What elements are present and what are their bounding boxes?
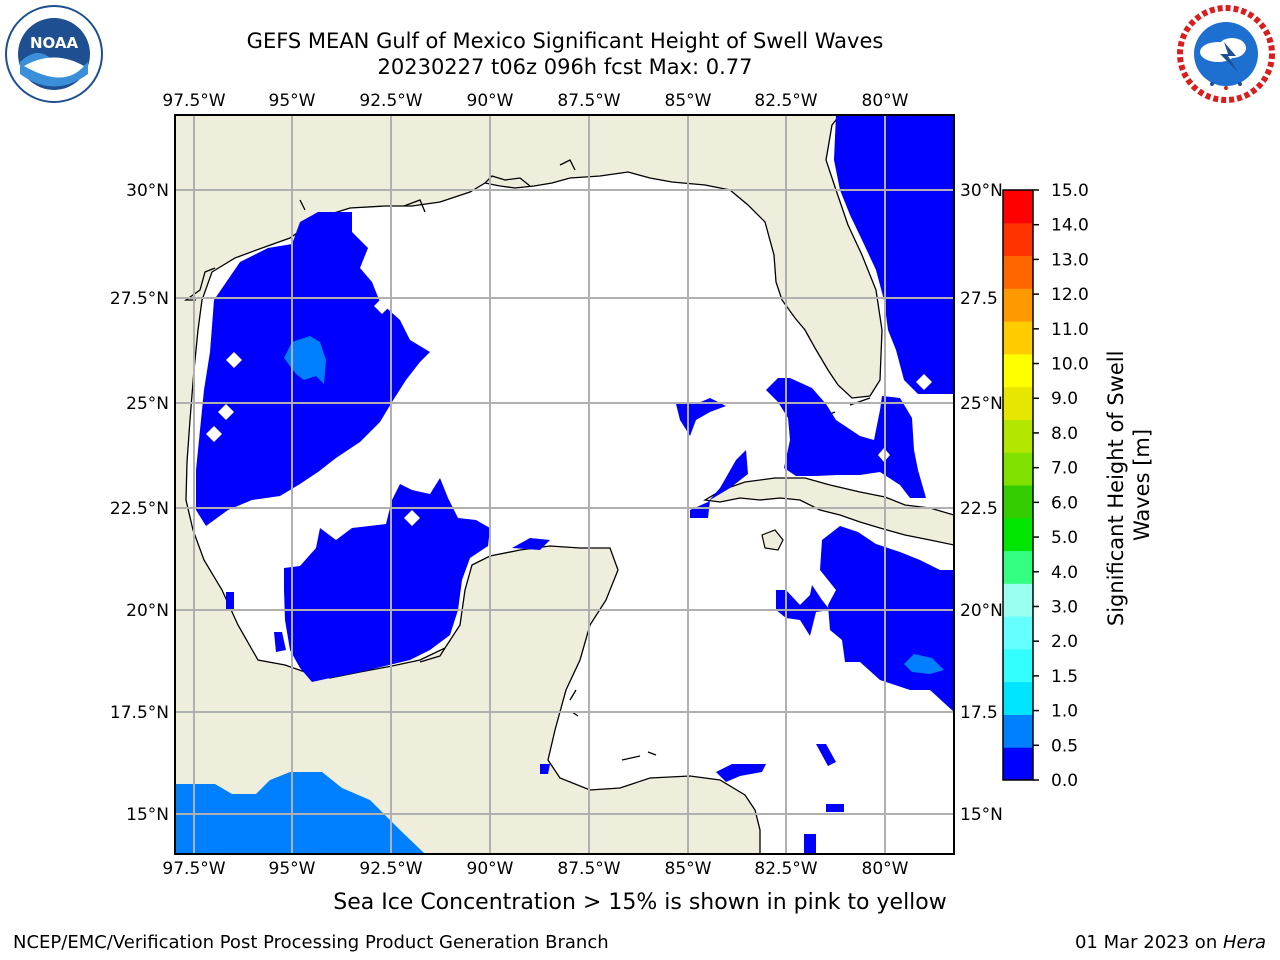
nws-logo: [1177, 5, 1275, 103]
lat-tick-left: 15°N: [126, 805, 169, 825]
colorbar-swatch: [1003, 681, 1033, 715]
lon-tick-top: 85°W: [665, 91, 712, 111]
lon-tick-bottom: 90°W: [467, 859, 514, 879]
colorbar-swatch: [1003, 517, 1033, 552]
colorbar-tick-label: 15.0: [1051, 181, 1089, 201]
footer-credit: NCEP/EMC/Verification Post Processing Pr…: [13, 932, 609, 953]
map-gridlines: [175, 115, 954, 854]
colorbar-swatch: [1003, 222, 1033, 257]
lat-tick-right: 20°N: [960, 601, 1003, 621]
lat-tick-right: 15°N: [960, 805, 1003, 825]
colorbar-tick-label: 7.0: [1051, 459, 1078, 479]
colorbar-swatch: [1003, 288, 1033, 322]
colorbar-swatch: [1003, 255, 1033, 289]
colorbar-tick-label: 2.0: [1051, 632, 1078, 652]
colorbar-swatch: [1003, 386, 1033, 420]
lat-tick-left: 27.5°N: [110, 289, 169, 309]
colorbar-swatch: [1003, 452, 1033, 486]
colorbar-tick-label: 0.0: [1051, 771, 1078, 791]
colorbar-swatch: [1003, 747, 1033, 781]
colorbar-swatch: [1003, 485, 1033, 519]
colorbar-swatch: [1003, 616, 1033, 650]
land-north-america: [175, 115, 883, 854]
lat-tick-left: 30°N: [126, 181, 169, 201]
colorbar-frame: [1002, 189, 1034, 781]
lon-tick-bottom: 92.5°W: [359, 859, 422, 879]
colorbar-tick-label: 12.0: [1051, 285, 1089, 305]
lon-tick-top: 95°W: [269, 91, 316, 111]
lat-tick-right: 25°N: [960, 394, 1003, 414]
lon-tick-top: 80°W: [862, 91, 909, 111]
lat-tick-left: 20°N: [126, 601, 169, 621]
lon-tick-bottom: 95°W: [269, 859, 316, 879]
swell-holes: [206, 252, 932, 526]
footer-host: Hera: [1222, 932, 1266, 953]
colorbar-tick-label: 14.0: [1051, 216, 1089, 236]
colorbar: 0.0 0.5 1.0 1.5 2.0 3.0 4.0 5.0 6.0 7.0 8.0 9.0 10.0…: [1002, 181, 1089, 791]
lon-tick-bottom: 85°W: [665, 859, 712, 879]
colorbar-tick-label: 13.0: [1051, 250, 1089, 270]
colorbar-tick-label: 1.0: [1051, 702, 1078, 722]
lat-tick-right: 22.5: [960, 499, 998, 519]
land-cuba: [703, 477, 954, 546]
map-title: GEFS MEAN Gulf of Mexico Significant Hei…: [246, 29, 884, 53]
colorbar-swatch: [1003, 321, 1033, 355]
lat-tick-right: 30°N: [960, 181, 1003, 201]
lon-tick-bottom: 97.5°W: [162, 859, 225, 879]
lon-tick-bottom: 87.5°W: [557, 859, 620, 879]
land-isla-juventud: [761, 529, 784, 551]
lon-tick-bottom: 80°W: [862, 859, 909, 879]
lat-tick-left: 25°N: [126, 394, 169, 414]
colorbar-tick-label: 1.5: [1051, 667, 1078, 687]
colorbar-swatch: [1003, 419, 1033, 453]
colorbar-tick-label: 6.0: [1051, 493, 1078, 513]
colorbar-swatch: [1003, 190, 1033, 224]
colorbar-tick-label: 11.0: [1051, 320, 1089, 340]
lat-tick-right: 17.5: [960, 703, 998, 723]
lon-tick-top: 90°W: [467, 91, 514, 111]
map-subtitle: 20230227 t06z 096h fcst Max: 0.77: [377, 55, 753, 79]
colorbar-tick-label: 0.5: [1051, 736, 1078, 756]
footer-date-text: 01 Mar 2023 on: [1074, 932, 1223, 953]
noaa-logo-text: NOAA: [30, 34, 79, 52]
colorbar-swatch: [1003, 550, 1033, 584]
sea-ice-caption: Sea Ice Concentration > 15% is shown in …: [333, 890, 947, 915]
lat-tick-left: 17.5°N: [110, 703, 169, 723]
colorbar-tick-label: 3.0: [1051, 597, 1078, 617]
colorbar-tick-label: 10.0: [1051, 355, 1089, 375]
colorbar-tick-label: 5.0: [1051, 528, 1078, 548]
lon-tick-top: 87.5°W: [557, 91, 620, 111]
noaa-logo: NOAA: [5, 5, 103, 103]
colorbar-tick-label: 9.0: [1051, 389, 1078, 409]
lat-tick-left: 22.5°N: [110, 499, 169, 519]
colorbar-swatch: [1003, 353, 1033, 388]
lon-tick-top: 92.5°W: [359, 91, 422, 111]
colorbar-tick-label: 4.0: [1051, 563, 1078, 583]
colorbar-swatch: [1003, 583, 1033, 617]
lon-tick-bottom: 82.5°W: [754, 859, 817, 879]
lat-tick-right: 27.5: [960, 289, 998, 309]
lon-tick-top: 97.5°W: [162, 91, 225, 111]
colorbar-swatch: [1003, 648, 1033, 683]
colorbar-tick-label: 8.0: [1051, 424, 1078, 444]
lon-tick-top: 82.5°W: [754, 91, 817, 111]
colorbar-label: Significant Height of Swell Waves [m]: [1104, 344, 1154, 626]
map-frame: [174, 114, 955, 855]
footer-date: 01 Mar 2023 on Hera: [1075, 932, 1266, 953]
colorbar-swatch: [1003, 714, 1033, 748]
